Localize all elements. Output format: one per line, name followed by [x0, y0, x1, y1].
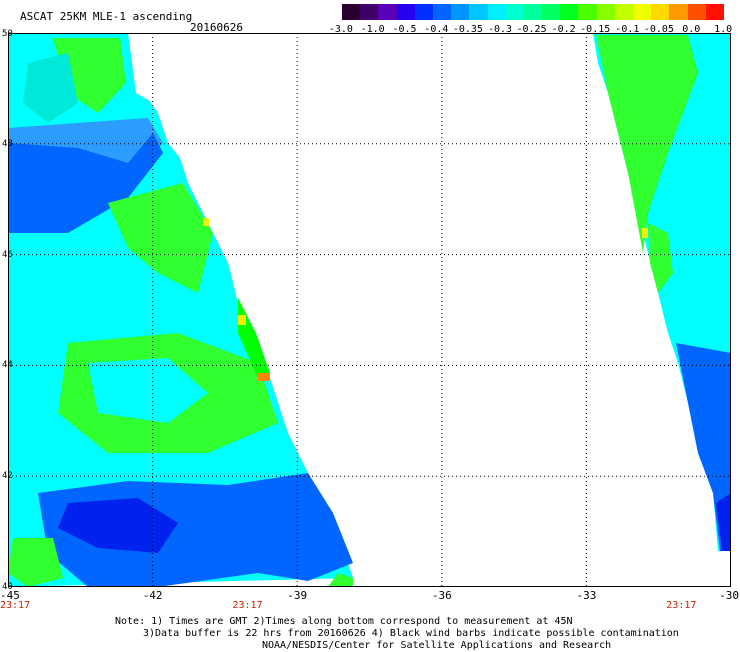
colorbar-swatch [505, 4, 524, 20]
lon-tick-label: -36 [431, 589, 452, 602]
colorbar-swatch [651, 4, 670, 20]
time-label: 23:17 [232, 600, 263, 611]
blue-tongue-west [8, 133, 163, 233]
colorbar-label: -0.1 [615, 24, 640, 35]
colorbar-swatch [487, 4, 506, 20]
lon-tick-label: -39 [287, 589, 308, 602]
note-line-1: Note: 1) Times are GMT 2)Times along bot… [115, 616, 573, 627]
cyan-inner [88, 358, 208, 423]
plot-frame [8, 33, 731, 587]
lat-tick-label: 48 [2, 138, 13, 149]
yellow-spot-1 [238, 315, 246, 325]
green-tip-south [328, 573, 353, 587]
colorbar-swatch [560, 4, 579, 20]
colorbar-label: 0.0 [682, 24, 701, 35]
colorbar-label: -0.2 [551, 24, 576, 35]
colorbar-label: -0.25 [516, 24, 547, 35]
colorbar-label: -0.05 [643, 24, 674, 35]
colorbar-label: -0.3 [487, 24, 513, 35]
green-band-center [108, 183, 213, 293]
colorbar-label: -3.0 [328, 24, 353, 35]
colorbar-swatch [523, 4, 543, 20]
colorbar-swatch [633, 4, 652, 20]
colorbar-label: -0.15 [580, 24, 611, 35]
orange-spot [258, 373, 270, 381]
lat-tick-label: 44 [2, 360, 13, 371]
colorbar-swatch [669, 4, 688, 20]
note-line-3: NOAA/NESDIS/Center for Satellite Applica… [262, 640, 612, 651]
time-label: 23:17 [666, 600, 697, 611]
colorbar-label: -0.4 [424, 24, 449, 35]
colorbar-label: -0.5 [392, 24, 417, 35]
lon-tick-label: -42 [142, 589, 163, 602]
map-plot [8, 33, 731, 587]
right-blue [676, 343, 731, 551]
lon-tick-label: -45 [0, 589, 20, 602]
cyan-patch-north [23, 53, 78, 123]
right-green [596, 35, 698, 253]
colorbar-swatch [542, 4, 561, 20]
colorbar-label: -1.0 [360, 24, 385, 35]
green-corner-sw [8, 538, 63, 587]
colorbar-swatch [614, 4, 633, 20]
colorbar-swatch [432, 4, 452, 20]
colorbar-label: 1.0 [714, 24, 733, 35]
lat-tick-label: 50 [2, 29, 13, 39]
colorbar-swatch [378, 4, 397, 20]
left-swath [8, 33, 353, 587]
yellow-spot-2 [203, 218, 209, 226]
colorbar-swatch [578, 4, 597, 20]
colorbar [342, 4, 724, 20]
lon-tick-label: -33 [576, 589, 597, 602]
gridlines [8, 33, 731, 587]
lat-tick-label: 42 [2, 471, 13, 482]
colorbar-swatch [451, 4, 470, 20]
right-deep-blue [716, 493, 731, 551]
lat-tick-label: 46 [2, 249, 13, 260]
colorbar-swatch [396, 4, 415, 20]
colorbar-swatch [469, 4, 488, 20]
colorbar-label: -0.35 [452, 24, 483, 35]
lat-tick-label: 40 [2, 582, 13, 592]
colorbar-swatch [342, 4, 361, 20]
right-swath [593, 33, 731, 551]
lon-tick-label: -30 [719, 589, 740, 602]
map-title: ASCAT 25KM MLE-1 ascending [20, 10, 193, 23]
deep-blue-core [58, 498, 178, 553]
time-label: 23:17 [0, 600, 31, 611]
right-green-lower [648, 223, 673, 293]
colorbar-swatch [596, 4, 615, 20]
note-line-2: 3)Data buffer is 22 hrs from 20160626 4)… [143, 628, 679, 639]
right-yellow-spot [642, 228, 648, 238]
colorbar-swatch [705, 4, 724, 20]
map-date: 20160626 [190, 21, 243, 34]
colorbar-swatch [360, 4, 379, 20]
colorbar-swatch [414, 4, 433, 20]
colorbar-swatch [687, 4, 706, 20]
